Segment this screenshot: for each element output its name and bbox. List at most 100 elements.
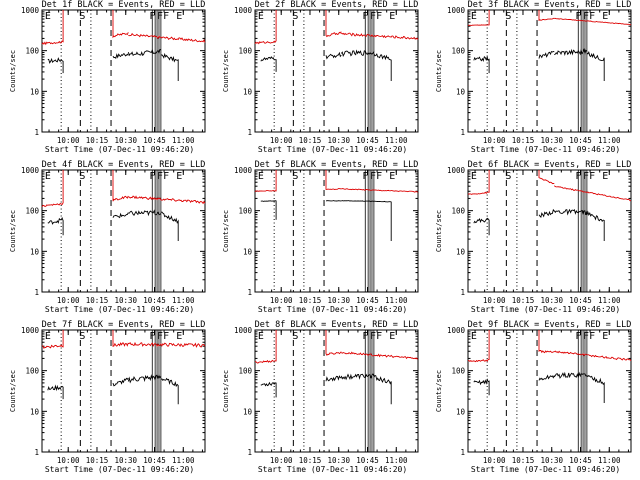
x-axis-label: Start Time (07-Dec-11 09:46:20) [258,465,407,474]
plot-frame [467,9,632,133]
lld-series-line [341,351,419,360]
y-axis-label: Counts/sec [435,50,443,92]
y-tick-label: 1000 [234,326,253,335]
event-marker-label: E [176,331,182,342]
lld-series-line [554,17,632,26]
y-axis-label: Counts/sec [222,210,230,252]
y-tick-label: 100 [238,207,252,216]
lld-series-line [325,170,342,190]
lld-series-line [112,170,129,202]
y-tick-label: 1000 [21,6,40,15]
y-tick-label: 1000 [234,166,253,175]
x-axis-label: Start Time (07-Dec-11 09:46:20) [45,145,194,154]
panel-svg: Det 8f BLACK = Events, RED = LLD 1 10 100 10… [222,320,419,474]
y-tick-label: 1 [460,288,465,297]
y-tick-label: 1 [34,288,39,297]
lld-series-line [538,170,555,185]
y-tick-label: 10 [243,87,253,96]
plot-frame [467,169,632,293]
events-series-line [586,50,605,81]
event-marker-label: FF [370,171,382,182]
plot-frame [254,329,419,453]
x-tick-label: 11:00 [385,456,408,465]
lld-series-line [112,10,129,39]
x-tick-label: 10:45 [569,456,592,465]
lld-series-line [112,330,129,347]
y-tick-label: 1 [247,288,252,297]
x-tick-label: 10:15 [86,456,109,465]
event-marker-label: E [258,331,264,342]
y-axis-label: Counts/sec [9,50,17,92]
y-tick-label: 1000 [234,6,253,15]
event-marker-label: S [79,11,85,22]
events-series-line [325,375,342,382]
x-tick-label: 10:15 [512,456,535,465]
panel-svg: Det 5f BLACK = Events, RED = LLD 1 10 100 10… [222,160,419,314]
x-tick-label: 11:00 [172,136,195,145]
events-series-line [325,51,342,60]
events-series-line [473,55,490,74]
x-tick-label: 10:45 [143,296,166,305]
event-marker-label: E [45,331,51,342]
events-series-line [340,373,375,381]
x-tick-label: 11:00 [598,296,621,305]
detector-panel-3: Det 3f BLACK = Events, RED = LLD 1 10 100 10… [426,0,639,160]
x-tick-label: 10:30 [327,136,350,145]
event-marker-label: E [176,171,182,182]
x-tick-label: 11:00 [385,136,408,145]
event-marker-label: FF [583,171,595,182]
events-series-line [127,48,162,57]
plot-frame [254,169,419,293]
panel-svg: Det 1f BLACK = Events, RED = LLD 1 10 100 10… [9,0,206,154]
y-tick-label: 1 [247,448,252,457]
x-tick-label: 10:00 [483,296,506,305]
panel-svg: Det 6f BLACK = Events, RED = LLD 1 10 100 10… [435,160,632,314]
y-axis-label: Counts/sec [222,370,230,412]
events-series-line [47,57,64,74]
x-tick-label: 11:00 [385,296,408,305]
y-tick-label: 100 [451,47,465,56]
event-marker-label: E [45,171,51,182]
detector-panel-2: Det 2f BLACK = Events, RED = LLD 1 10 100 10… [213,0,426,160]
x-tick-label: 10:45 [143,456,166,465]
event-marker-label: E [389,331,395,342]
event-marker-label: FF [583,11,595,22]
lld-series-line [128,341,206,348]
event-marker-label: S [505,11,511,22]
y-tick-label: 10 [456,247,466,256]
x-tick-label: 10:15 [512,296,535,305]
chart-title: Det 4f BLACK = Events, RED = LLD [42,160,206,170]
event-marker-label: F [362,331,368,342]
y-tick-label: 100 [25,367,39,376]
events-series-line [160,52,179,81]
event-marker-label: S [79,331,85,342]
x-tick-label: 10:15 [512,136,535,145]
lld-series-line [467,330,490,363]
event-marker-label: FF [157,11,169,22]
panel-svg: Det 2f BLACK = Events, RED = LLD 1 10 100 10… [222,0,419,154]
detector-panel-7: Det 7f BLACK = Events, RED = LLD 1 10 100 10… [0,320,213,480]
events-series-line [260,381,277,398]
y-tick-label: 100 [451,207,465,216]
event-marker-label: E [45,11,51,22]
lld-series-line [254,330,277,364]
x-tick-label: 11:00 [172,296,195,305]
event-marker-label: E [471,331,477,342]
events-series-line [553,371,588,379]
panel-svg: Det 7f BLACK = Events, RED = LLD 1 10 100 10… [9,320,206,474]
plot-frame [41,9,206,133]
x-tick-label: 11:00 [172,456,195,465]
events-series-line [47,384,64,400]
x-axis-label: Start Time (07-Dec-11 09:46:20) [471,305,620,314]
y-tick-label: 1 [460,448,465,457]
events-series-line [341,200,375,202]
events-series-line [373,200,392,241]
x-tick-label: 10:00 [57,456,80,465]
events-series-line [586,210,605,241]
chart-title: Det 8f BLACK = Events, RED = LLD [255,320,419,330]
event-marker-label: F [362,171,368,182]
detector-panel-5: Det 5f BLACK = Events, RED = LLD 1 10 100 10… [213,160,426,320]
x-tick-label: 10:30 [540,296,563,305]
x-axis-label: Start Time (07-Dec-11 09:46:20) [45,465,194,474]
x-tick-label: 10:30 [114,296,137,305]
